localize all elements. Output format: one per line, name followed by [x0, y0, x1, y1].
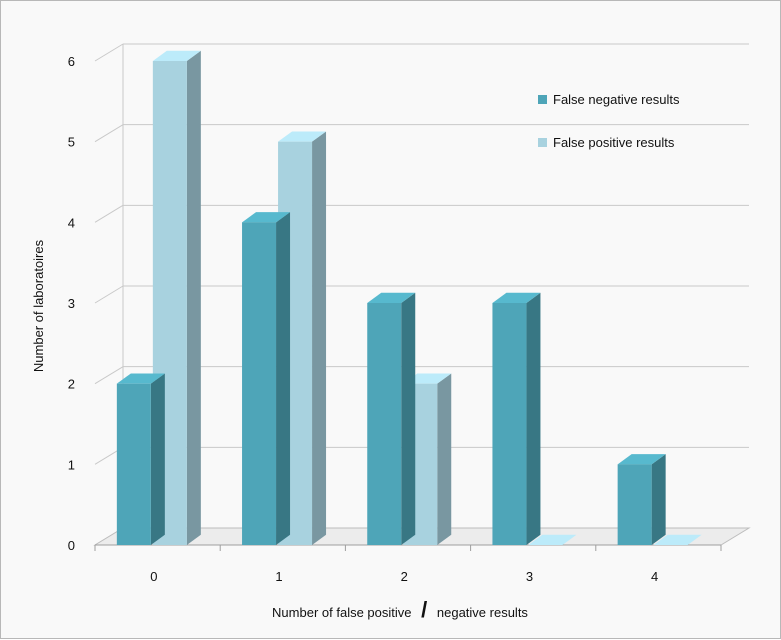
bar-side	[526, 292, 541, 545]
y-tick-label: 6	[68, 54, 75, 69]
gridline-diagonal	[94, 43, 124, 62]
x-axis-title: Number of false positive / negative resu…	[272, 597, 528, 622]
legend-swatch	[538, 138, 547, 147]
gridline-diagonal	[94, 285, 124, 304]
legend-label: False negative results	[553, 92, 680, 107]
bar-top	[116, 373, 165, 384]
bar-side	[150, 373, 165, 545]
gridline-diagonal	[94, 366, 124, 385]
y-axis-ticks: 0 1 2 3 4 5 6	[68, 54, 75, 553]
bar-false-negative-2	[367, 292, 416, 545]
x-tick-label: 2	[401, 569, 408, 584]
x-axis-title-part-2: negative results	[437, 605, 529, 620]
bar-side	[312, 131, 327, 545]
x-tick-label: 4	[651, 569, 658, 584]
bar-top	[367, 292, 416, 303]
bar-top	[278, 131, 327, 142]
bar-false-negative-0	[116, 373, 165, 545]
bar-side	[186, 50, 201, 546]
y-tick-label: 3	[68, 296, 75, 311]
x-axis-title-separator: /	[421, 597, 427, 622]
bar-front	[492, 303, 527, 545]
bar-false-negative-3	[492, 292, 541, 545]
bar-top	[653, 534, 702, 545]
bars	[116, 50, 702, 546]
bar-side	[437, 373, 452, 545]
x-tick-label: 1	[275, 569, 282, 584]
y-tick-label: 2	[68, 377, 75, 392]
y-axis-title: Number of laboratoires	[31, 239, 46, 372]
bar-top	[152, 50, 201, 61]
legend: False negative results False positive res…	[538, 92, 680, 150]
bar-front	[116, 383, 151, 545]
bar-false-negative-4	[617, 454, 666, 545]
bar-false-negative-1	[242, 212, 291, 546]
y-tick-label: 1	[68, 457, 75, 472]
x-tick-label: 3	[526, 569, 533, 584]
y-tick-label: 5	[68, 135, 75, 150]
gridline-diagonal	[94, 124, 124, 143]
bar-front	[617, 464, 652, 545]
legend-label: False positive results	[553, 135, 675, 150]
bar-top	[242, 212, 291, 223]
bar-side	[401, 292, 416, 545]
x-axis-title-part-1: Number of false positive	[272, 605, 411, 620]
bar-side	[276, 212, 291, 545]
y-tick-label: 0	[68, 538, 75, 553]
bar-top	[492, 292, 541, 303]
legend-swatch	[538, 95, 547, 104]
bar-front	[367, 303, 402, 545]
x-axis-ticks: 0 1 2 3 4	[94, 545, 722, 584]
bar-top	[617, 454, 666, 465]
gridline-diagonal	[94, 204, 124, 223]
bar-false-positive-4	[653, 534, 702, 545]
bar-false-positive-3	[528, 534, 577, 545]
bar-side	[651, 454, 666, 545]
y-tick-label: 4	[68, 215, 75, 230]
x-tick-label: 0	[150, 569, 157, 584]
bar-top	[528, 534, 577, 545]
bar-front	[242, 222, 277, 546]
